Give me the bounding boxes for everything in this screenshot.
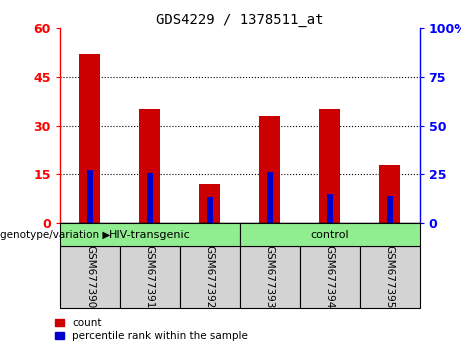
Bar <box>120 246 180 308</box>
Text: GSM677392: GSM677392 <box>205 245 215 309</box>
Text: GSM677394: GSM677394 <box>325 245 335 309</box>
Bar <box>79 54 100 223</box>
Bar <box>240 246 300 308</box>
Text: HIV-transgenic: HIV-transgenic <box>109 229 191 240</box>
Text: GSM677395: GSM677395 <box>384 245 395 309</box>
Text: GSM677391: GSM677391 <box>145 245 155 309</box>
Bar <box>139 109 160 223</box>
Bar <box>240 223 420 246</box>
Bar <box>60 223 240 246</box>
Legend: count, percentile rank within the sample: count, percentile rank within the sample <box>51 314 252 345</box>
Bar <box>379 165 400 223</box>
Bar <box>180 246 240 308</box>
Bar <box>147 173 153 223</box>
Text: genotype/variation ▶: genotype/variation ▶ <box>0 229 110 240</box>
Bar <box>199 184 220 223</box>
Text: control: control <box>310 229 349 240</box>
Bar <box>386 196 392 223</box>
Bar <box>259 116 280 223</box>
Bar <box>87 171 93 223</box>
Bar <box>266 172 272 223</box>
Text: GSM677390: GSM677390 <box>85 245 95 309</box>
Bar <box>207 197 213 223</box>
Bar <box>360 246 420 308</box>
Bar <box>300 246 360 308</box>
Title: GDS4229 / 1378511_at: GDS4229 / 1378511_at <box>156 13 324 27</box>
Bar <box>60 246 120 308</box>
Bar <box>319 109 340 223</box>
Bar <box>326 194 332 223</box>
Text: GSM677393: GSM677393 <box>265 245 275 309</box>
